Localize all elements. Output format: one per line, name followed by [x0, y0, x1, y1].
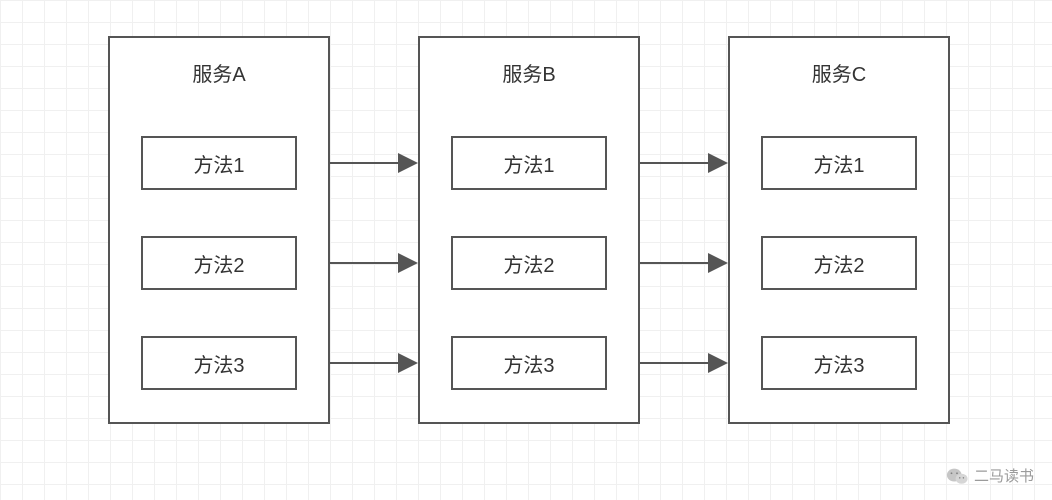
- wechat-icon: [946, 466, 968, 486]
- arrows-layer: [0, 0, 1052, 500]
- flowchart-diagram: 服务A方法1方法2方法3服务B方法1方法2方法3服务C方法1方法2方法3: [0, 0, 1052, 500]
- watermark: 二马读书: [946, 465, 1034, 486]
- watermark-text: 二马读书: [974, 465, 1034, 486]
